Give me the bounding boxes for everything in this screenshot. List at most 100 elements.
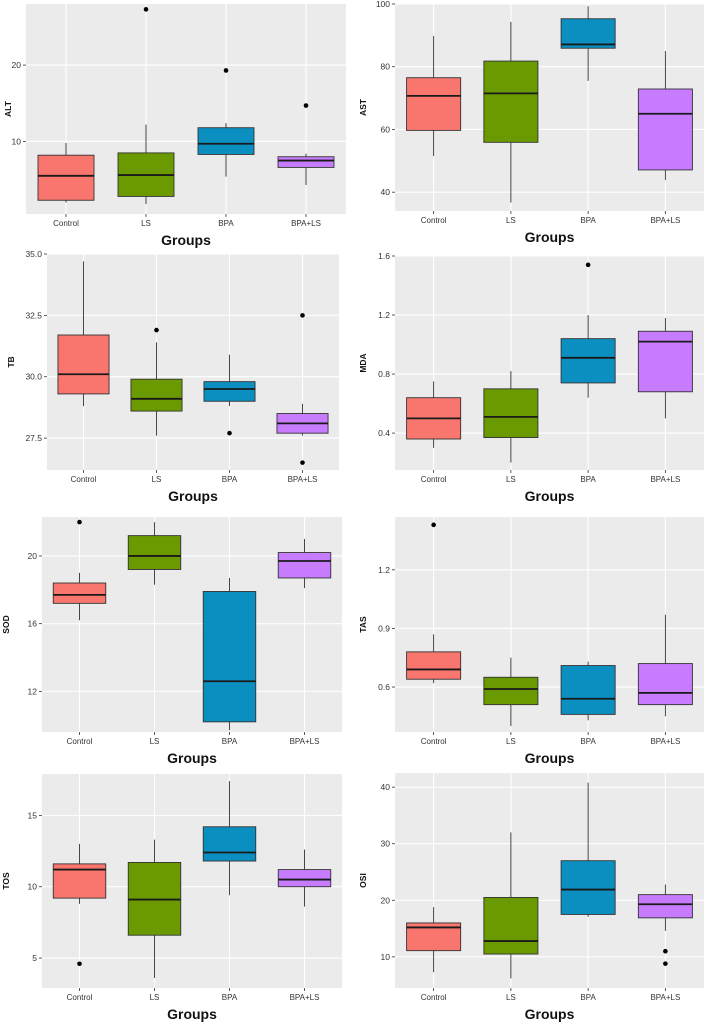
tas-y-tick-label: 0.6 xyxy=(378,682,390,692)
mda-y-axis-title: MDA xyxy=(358,353,368,372)
sod-x-axis-title: Groups xyxy=(167,750,217,766)
tb-x-tick-label: BPA+LS xyxy=(288,475,318,484)
osi-iqr-box xyxy=(560,860,616,915)
tas-x-tick-label: BPA xyxy=(580,737,596,746)
osi-outlier-point xyxy=(663,961,668,966)
alt-box-ls xyxy=(117,7,175,205)
osi-plot-panel xyxy=(395,773,704,988)
sod-chart: 12 16 20 Control LS BPA BPA+LS SOD Groups xyxy=(1,517,342,766)
osi-y-tick-label: 40 xyxy=(381,782,391,792)
tos-y-axis-title: TOS xyxy=(1,872,11,890)
ast-box-control xyxy=(406,35,462,157)
tas-iqr-box xyxy=(406,651,462,680)
alt-y-tick-label: 10 xyxy=(12,136,22,146)
mda-y-tick-label: 1.6 xyxy=(378,251,390,261)
alt-iqr-box xyxy=(197,127,255,155)
osi-box-bpa-ls xyxy=(637,884,693,966)
mda-x-tick-label: BPA+LS xyxy=(650,475,680,484)
osi-chart: 10 20 30 40 Control LS BPA BPA+LS OSI Groups xyxy=(358,773,704,1022)
ast-x-tick-label: BPA xyxy=(580,216,596,225)
tas-x-axis-title: Groups xyxy=(525,750,575,766)
alt-x-axis-title: Groups xyxy=(161,232,211,248)
osi-box-bpa xyxy=(560,782,616,917)
tb-y-tick-label: 35.0 xyxy=(25,249,42,259)
ast-box-bpa-ls xyxy=(637,51,693,180)
tas-iqr-box xyxy=(637,663,693,706)
alt-box-control xyxy=(37,142,95,203)
alt-x-tick-label: Control xyxy=(53,219,79,228)
sod-y-tick-label: 20 xyxy=(28,551,38,561)
mda-y-tick-label: 0.4 xyxy=(378,428,390,438)
tos-x-tick-label: Control xyxy=(67,993,93,1002)
tb-x-axis-title: Groups xyxy=(168,488,218,504)
sod-outlier-point xyxy=(77,519,82,525)
tos-iqr-box xyxy=(202,826,257,862)
tas-y-tick-label: 1.2 xyxy=(378,565,390,575)
tas-iqr-box xyxy=(483,676,539,706)
ast-iqr-box xyxy=(406,77,462,131)
tas-chart: 0.6 0.9 1.2 Control LS BPA BPA+LS TAS Groups xyxy=(358,517,704,766)
sod-box-bpa xyxy=(202,577,257,731)
alt-x-tick-label: LS xyxy=(141,219,151,228)
tb-iqr-box xyxy=(203,381,256,402)
tb-box-bpa-ls xyxy=(276,313,329,465)
ast-box-ls xyxy=(483,21,539,203)
tb-outlier-point xyxy=(154,327,159,333)
tas-y-tick-label: 0.9 xyxy=(378,623,390,633)
tb-x-tick-label: BPA xyxy=(222,475,238,484)
mda-y-tick-label: 1.2 xyxy=(378,310,390,320)
osi-y-axis-title: OSI xyxy=(358,873,368,888)
osi-x-axis-title: Groups xyxy=(525,1006,575,1022)
osi-x-tick-label: BPA xyxy=(580,993,596,1002)
tb-box-ls xyxy=(130,327,183,436)
ast-iqr-box xyxy=(560,18,616,49)
tos-y-tick-label: 15 xyxy=(28,810,38,820)
tos-box-control xyxy=(52,843,107,967)
tb-y-axis-title: TB xyxy=(6,356,16,367)
tb-chart: 27.5 30.0 32.5 35.0 Control LS BPA BPA+LS TB Grou… xyxy=(6,249,339,504)
sod-iqr-box xyxy=(202,591,257,723)
mda-box-bpa xyxy=(560,262,616,398)
tos-box-bpa-ls xyxy=(277,849,332,907)
sod-iqr-box xyxy=(277,552,332,579)
tas-box-ls xyxy=(483,657,539,727)
ast-y-tick-label: 100 xyxy=(376,0,390,9)
mda-iqr-box xyxy=(483,388,539,438)
osi-iqr-box xyxy=(483,897,539,955)
tos-x-axis-title: Groups xyxy=(167,1006,217,1022)
tb-outlier-point xyxy=(300,460,305,465)
ast-y-tick-label: 80 xyxy=(381,62,391,72)
ast-x-tick-label: Control xyxy=(421,216,447,225)
tos-iqr-box xyxy=(277,869,332,888)
tos-box-bpa xyxy=(202,781,257,896)
sod-x-tick-label: LS xyxy=(150,737,160,746)
tos-x-tick-label: BPA xyxy=(222,993,238,1002)
sod-y-axis-title: SOD xyxy=(1,615,11,633)
tb-y-tick-label: 27.5 xyxy=(25,433,42,443)
sod-iqr-box xyxy=(127,535,182,570)
tas-x-tick-label: LS xyxy=(506,737,516,746)
tb-box-bpa xyxy=(203,354,256,436)
alt-y-tick-label: 20 xyxy=(12,60,22,70)
sod-box-control xyxy=(52,519,107,621)
tas-box-control xyxy=(406,522,462,684)
sod-box-bpa-ls xyxy=(277,539,332,589)
mda-x-tick-label: Control xyxy=(421,475,447,484)
osi-outlier-point xyxy=(663,948,668,954)
ast-x-tick-label: BPA+LS xyxy=(650,216,680,225)
ast-box-bpa xyxy=(560,6,616,81)
mda-chart: 0.4 0.8 1.2 1.6 Control LS BPA BPA+LS MDA Groups xyxy=(358,251,704,504)
osi-y-tick-label: 20 xyxy=(381,895,391,905)
ast-x-tick-label: LS xyxy=(506,216,516,225)
tas-y-axis-title: TAS xyxy=(358,616,368,633)
tos-x-tick-label: BPA+LS xyxy=(290,993,320,1002)
osi-y-tick-label: 10 xyxy=(381,952,391,962)
ast-iqr-box xyxy=(637,88,693,171)
ast-y-axis-title: AST xyxy=(358,98,368,116)
tas-iqr-box xyxy=(560,665,616,715)
ast-y-tick-label: 60 xyxy=(381,124,391,134)
tb-outlier-point xyxy=(227,430,232,436)
mda-x-tick-label: BPA xyxy=(580,475,596,484)
alt-chart: 10 20 Control LS BPA BPA+LS ALT Groups xyxy=(3,4,346,248)
